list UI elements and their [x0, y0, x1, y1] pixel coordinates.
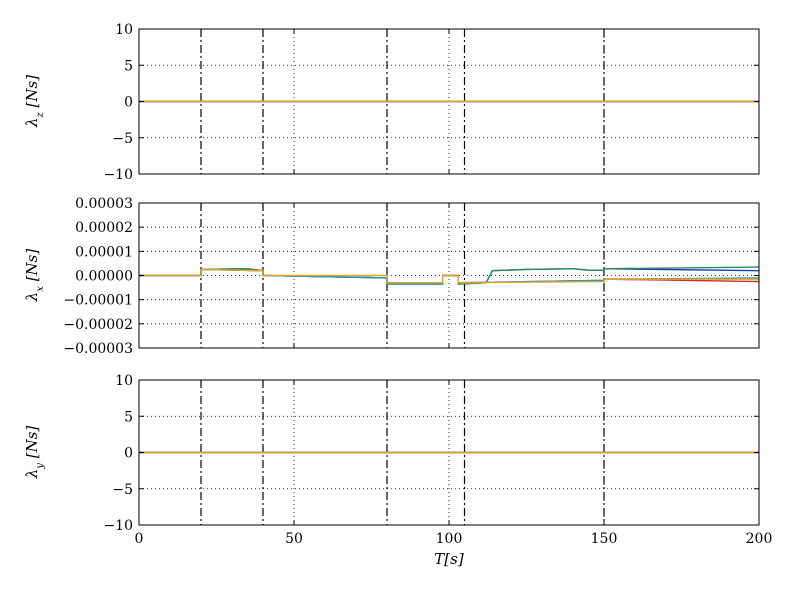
series-line — [139, 268, 759, 284]
x-tick-label: 200 — [746, 531, 773, 547]
y-tick-label: −0.00002 — [63, 317, 133, 333]
y-tick-label: 10 — [115, 373, 133, 389]
y-tick-label: 0.00000 — [75, 269, 133, 285]
y-tick-label: 5 — [124, 409, 133, 425]
y-tick-label: 5 — [124, 58, 133, 74]
x-tick-label: 150 — [591, 531, 618, 547]
panel-lambda-x: 0.00003 0.00002 0.00001 0.00000 −0.00001 −0.0… — [23, 196, 760, 357]
y-tick-label: 0 — [124, 446, 133, 462]
y-axis-label: λx [Ns] — [23, 249, 46, 303]
y-tick-label: −10 — [103, 518, 133, 534]
y-tick-label: 0 — [124, 95, 133, 111]
y-tick-label: 0.00003 — [75, 196, 133, 212]
y-tick-label: 0.00001 — [75, 244, 133, 260]
x-axis-label: T[s] — [434, 550, 464, 568]
y-tick-label: −0.00001 — [63, 293, 133, 309]
y-tick-label: −0.00003 — [63, 341, 133, 357]
x-tick-label: 0 — [135, 531, 144, 547]
y-tick-label: 0.00002 — [75, 220, 133, 236]
panel-lambda-z: 10 5 0 −5 −10 λz [Ns] — [23, 22, 760, 183]
y-axis-label: λz [Ns] — [23, 75, 46, 128]
y-axis-label: λy [Ns] — [23, 426, 46, 480]
y-tick-label: 10 — [115, 22, 133, 38]
y-tick-label: −5 — [112, 131, 133, 147]
x-tick-label: 100 — [436, 531, 463, 547]
y-tick-label: −5 — [112, 482, 133, 498]
x-tick-label: 50 — [285, 531, 303, 547]
y-tick-label: −10 — [103, 167, 133, 183]
